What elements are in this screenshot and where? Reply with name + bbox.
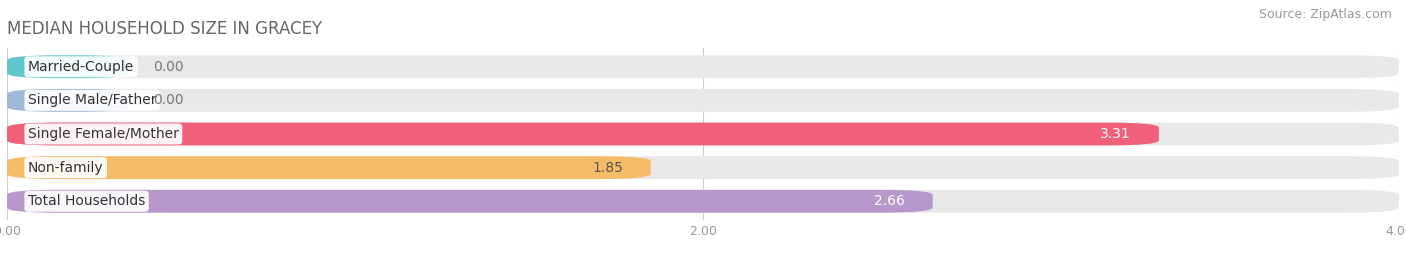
Text: 0.00: 0.00	[153, 93, 184, 107]
Text: 3.31: 3.31	[1101, 127, 1130, 141]
FancyBboxPatch shape	[7, 89, 1399, 112]
Text: Source: ZipAtlas.com: Source: ZipAtlas.com	[1258, 8, 1392, 21]
Text: 1.85: 1.85	[592, 161, 623, 175]
Text: 2.66: 2.66	[875, 194, 905, 208]
FancyBboxPatch shape	[7, 122, 1399, 146]
Text: MEDIAN HOUSEHOLD SIZE IN GRACEY: MEDIAN HOUSEHOLD SIZE IN GRACEY	[7, 20, 322, 38]
FancyBboxPatch shape	[7, 122, 1159, 146]
Text: Total Households: Total Households	[28, 194, 145, 208]
FancyBboxPatch shape	[7, 89, 129, 112]
FancyBboxPatch shape	[7, 55, 129, 78]
FancyBboxPatch shape	[7, 190, 1399, 213]
Text: Single Male/Father: Single Male/Father	[28, 93, 156, 107]
FancyBboxPatch shape	[7, 55, 1399, 78]
Text: Single Female/Mother: Single Female/Mother	[28, 127, 179, 141]
FancyBboxPatch shape	[7, 156, 1399, 179]
FancyBboxPatch shape	[7, 156, 651, 179]
Text: Married-Couple: Married-Couple	[28, 60, 134, 74]
Text: Non-family: Non-family	[28, 161, 104, 175]
Text: 0.00: 0.00	[153, 60, 184, 74]
FancyBboxPatch shape	[7, 190, 932, 213]
